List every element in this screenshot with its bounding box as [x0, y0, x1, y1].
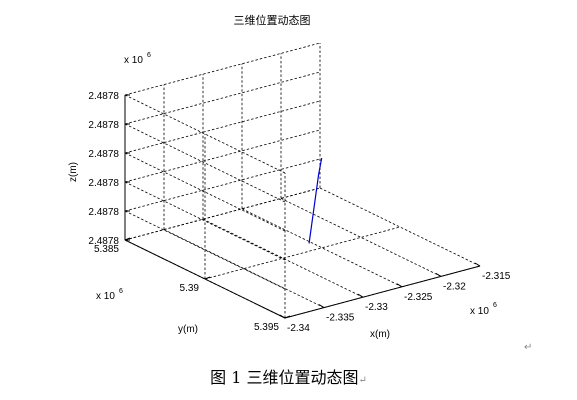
x-tick-mark: [435, 272, 442, 277]
y-tick-label: 5.395: [254, 322, 279, 333]
z-tick-label: 2.4878: [88, 207, 119, 218]
y-multiplier: x 10: [96, 291, 115, 302]
x-axis-line: [284, 265, 481, 319]
grid-line-z-backwall: [124, 100, 321, 154]
grid-line-z-sidewall: [124, 123, 286, 203]
z-multiplier-exponent: 6: [147, 52, 151, 59]
x-tick-mark: [318, 304, 325, 309]
x-tick-label: -2.325: [404, 292, 433, 303]
x-multiplier: x 10: [470, 306, 489, 317]
z-tick-label: 2.4878: [88, 120, 119, 131]
z-axis-label: z(m): [68, 162, 79, 182]
x-tick-label: -2.34: [287, 323, 310, 334]
axis-frame: [124, 94, 481, 319]
grid-line-z-backwall: [124, 158, 321, 212]
z-tick-label: 2.4878: [88, 178, 119, 189]
grid-line-z-backwall: [124, 42, 321, 96]
x-tick-label: -2.335: [326, 313, 355, 324]
figure-caption: 图 1 三维位置动态图↵: [0, 364, 577, 388]
chart-3d-plot: -2.34 -2.335 -2.33 -2.325 -2.32 -2.315 5.395 5.…: [68, 13, 511, 340]
x-tick-mark: [279, 314, 286, 319]
grid-line-z-sidewall: [124, 181, 286, 261]
grid-line-x-floor: [241, 208, 403, 288]
x-tick-mark: [396, 283, 403, 288]
grid-line-x-floor: [280, 198, 442, 277]
tick-labels: -2.34 -2.335 -2.33 -2.325 -2.32 -2.315 5.395 5.…: [88, 91, 510, 334]
x-tick-mark: [474, 262, 481, 267]
z-tick-label: 2.4878: [88, 91, 119, 102]
grid-line-x-floor: [202, 218, 364, 298]
figure-caption-text: 图 1 三维位置动态图: [210, 368, 359, 387]
grid-layer: [124, 42, 481, 319]
y-multiplier-exponent: 6: [119, 288, 123, 295]
y-tick-label: 5.385: [94, 244, 119, 255]
grid-line-z-backwall: [124, 129, 321, 183]
z-tick-label: 2.4878: [88, 149, 119, 160]
x-tick-mark: [357, 293, 364, 298]
caption-return-mark: ↵: [358, 375, 367, 386]
x-multiplier-exponent: 6: [493, 302, 497, 309]
y-tick-label: 5.39: [180, 283, 200, 294]
paragraph-return-mark: ↵: [524, 342, 533, 353]
grid-line-y-floor: [204, 226, 401, 280]
y-tick-mark: [284, 315, 291, 319]
series-layer: [308, 157, 323, 244]
chart-title: 三维位置动态图: [234, 13, 311, 27]
y-axis-label: y(m): [178, 324, 198, 335]
x-tick-label: -2.315: [482, 271, 511, 282]
z-multiplier: x 10: [124, 55, 143, 66]
series-line: [308, 157, 323, 244]
y-tick-mark: [204, 276, 211, 280]
grid-line-x-floor: [319, 187, 481, 267]
x-tick-label: -2.32: [443, 281, 466, 292]
x-axis-label: x(m): [370, 329, 390, 340]
grid-line-z-backwall: [124, 187, 321, 241]
z-tick-label: 2.4878: [88, 236, 119, 247]
grid-line-z-backwall: [124, 71, 321, 125]
x-tick-label: -2.33: [365, 302, 388, 313]
